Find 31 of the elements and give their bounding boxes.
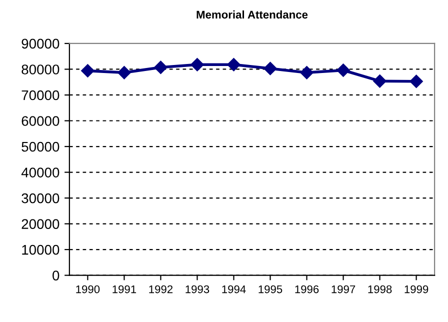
point (373, 74, 386, 88)
point (264, 62, 277, 76)
x-tick-label: 1999 (404, 285, 428, 294)
x-tick-label: 1996 (295, 285, 319, 294)
x-tick-label: 1991 (112, 285, 136, 294)
y-tick-label: 50000 (22, 142, 60, 152)
point (118, 66, 131, 80)
y-tick-label: 20000 (22, 219, 60, 229)
point (154, 60, 168, 74)
x-tick-label: 1992 (149, 285, 173, 294)
y-tick-label: 40000 (21, 168, 60, 178)
chart-title: Memorial Attendance (196, 10, 308, 19)
x-tick-label: 1993 (186, 285, 210, 294)
x-tick-label: 1997 (332, 285, 356, 294)
x-tick-label: 1990 (76, 285, 100, 294)
y-tick-label: 30000 (22, 193, 60, 204)
point (410, 74, 423, 88)
y-tick-label: 0 (52, 270, 60, 280)
y-tick-label: 60000 (22, 116, 60, 126)
x-tick-label: 1994 (222, 285, 246, 294)
x-tick-label: 1998 (368, 285, 392, 294)
point (190, 58, 204, 72)
y-tick-label: 80000 (22, 64, 60, 74)
point (81, 64, 94, 78)
y-tick-label: 70000 (22, 90, 60, 100)
point (227, 58, 240, 72)
x-tick-label: 1995 (258, 285, 282, 294)
y-tick-label: 90000 (22, 38, 60, 49)
point (336, 64, 350, 77)
point (300, 66, 314, 80)
y-tick-label: 10000 (22, 244, 60, 255)
